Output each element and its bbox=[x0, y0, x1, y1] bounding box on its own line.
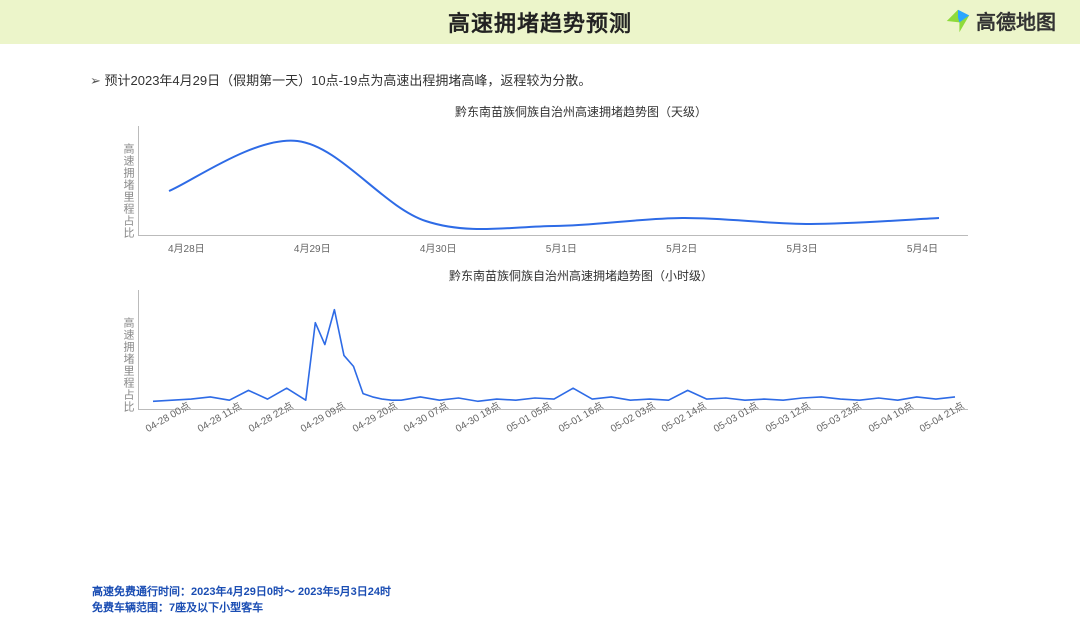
header-bar: 高速拥堵趋势预测 高德地图 bbox=[0, 0, 1080, 44]
hourly-x-ticks: 04-28 00点04-28 11点04-28 22点04-29 09点04-2… bbox=[138, 410, 968, 440]
hourly-line-svg bbox=[139, 290, 969, 410]
content-area: 预计2023年4月29日（假期第一天）10点-19点为高速出程拥堵高峰，返程较为… bbox=[0, 44, 1080, 440]
daily-line-svg bbox=[139, 126, 969, 236]
daily-y-axis-label: 高速拥堵里程占比 bbox=[118, 126, 138, 255]
footer-note: 高速免费通行时间：2023年4月29日0时～ 2023年5月3日24时 免费车辆… bbox=[92, 585, 391, 616]
amap-logo-icon bbox=[944, 7, 972, 35]
hourly-plot-wrap: 04-28 00点04-28 11点04-28 22点04-29 09点04-2… bbox=[138, 290, 1044, 440]
brand-logo: 高德地图 bbox=[944, 6, 1056, 35]
x-tick-label: 4月28日 bbox=[168, 240, 205, 255]
x-tick-label: 5月1日 bbox=[546, 240, 577, 255]
x-tick-label: 4月29日 bbox=[294, 240, 331, 255]
page-title: 高速拥堵趋势预测 bbox=[448, 6, 632, 38]
daily-chart-title: 黔东南苗族侗族自治州高速拥堵趋势图（天级） bbox=[118, 103, 1044, 120]
daily-x-ticks: 4月28日 4月29日 4月30日 5月1日 5月2日 5月3日 5月4日 bbox=[138, 236, 968, 255]
summary-bullet: 预计2023年4月29日（假期第一天）10点-19点为高速出程拥堵高峰，返程较为… bbox=[90, 70, 1044, 89]
hourly-y-axis-label: 高速拥堵里程占比 bbox=[118, 290, 138, 440]
footer-line2: 免费车辆范围：7座及以下小型客车 bbox=[92, 601, 391, 616]
x-tick-label: 5月2日 bbox=[666, 240, 697, 255]
hourly-chart-area: 高速拥堵里程占比 04-28 00点04-28 11点04-28 22点04-2… bbox=[118, 290, 1044, 440]
footer-line1: 高速免费通行时间：2023年4月29日0时～ 2023年5月3日24时 bbox=[92, 585, 391, 600]
hourly-plot bbox=[138, 290, 968, 410]
daily-plot bbox=[138, 126, 968, 236]
x-tick-label: 4月30日 bbox=[420, 240, 457, 255]
hourly-chart-block: 黔东南苗族侗族自治州高速拥堵趋势图（小时级） 高速拥堵里程占比 04-28 00… bbox=[118, 267, 1044, 440]
x-tick-label: 5月4日 bbox=[907, 240, 938, 255]
daily-chart-area: 高速拥堵里程占比 4月28日 4月29日 4月30日 5月1日 5月2日 5月3日 5月4日 bbox=[118, 126, 1044, 255]
hourly-chart-title: 黔东南苗族侗族自治州高速拥堵趋势图（小时级） bbox=[118, 267, 1044, 284]
daily-plot-wrap: 4月28日 4月29日 4月30日 5月1日 5月2日 5月3日 5月4日 bbox=[138, 126, 1044, 255]
daily-chart-block: 黔东南苗族侗族自治州高速拥堵趋势图（天级） 高速拥堵里程占比 4月28日 4月29… bbox=[118, 103, 1044, 255]
brand-text: 高德地图 bbox=[976, 6, 1056, 35]
x-tick-label: 5月3日 bbox=[786, 240, 817, 255]
